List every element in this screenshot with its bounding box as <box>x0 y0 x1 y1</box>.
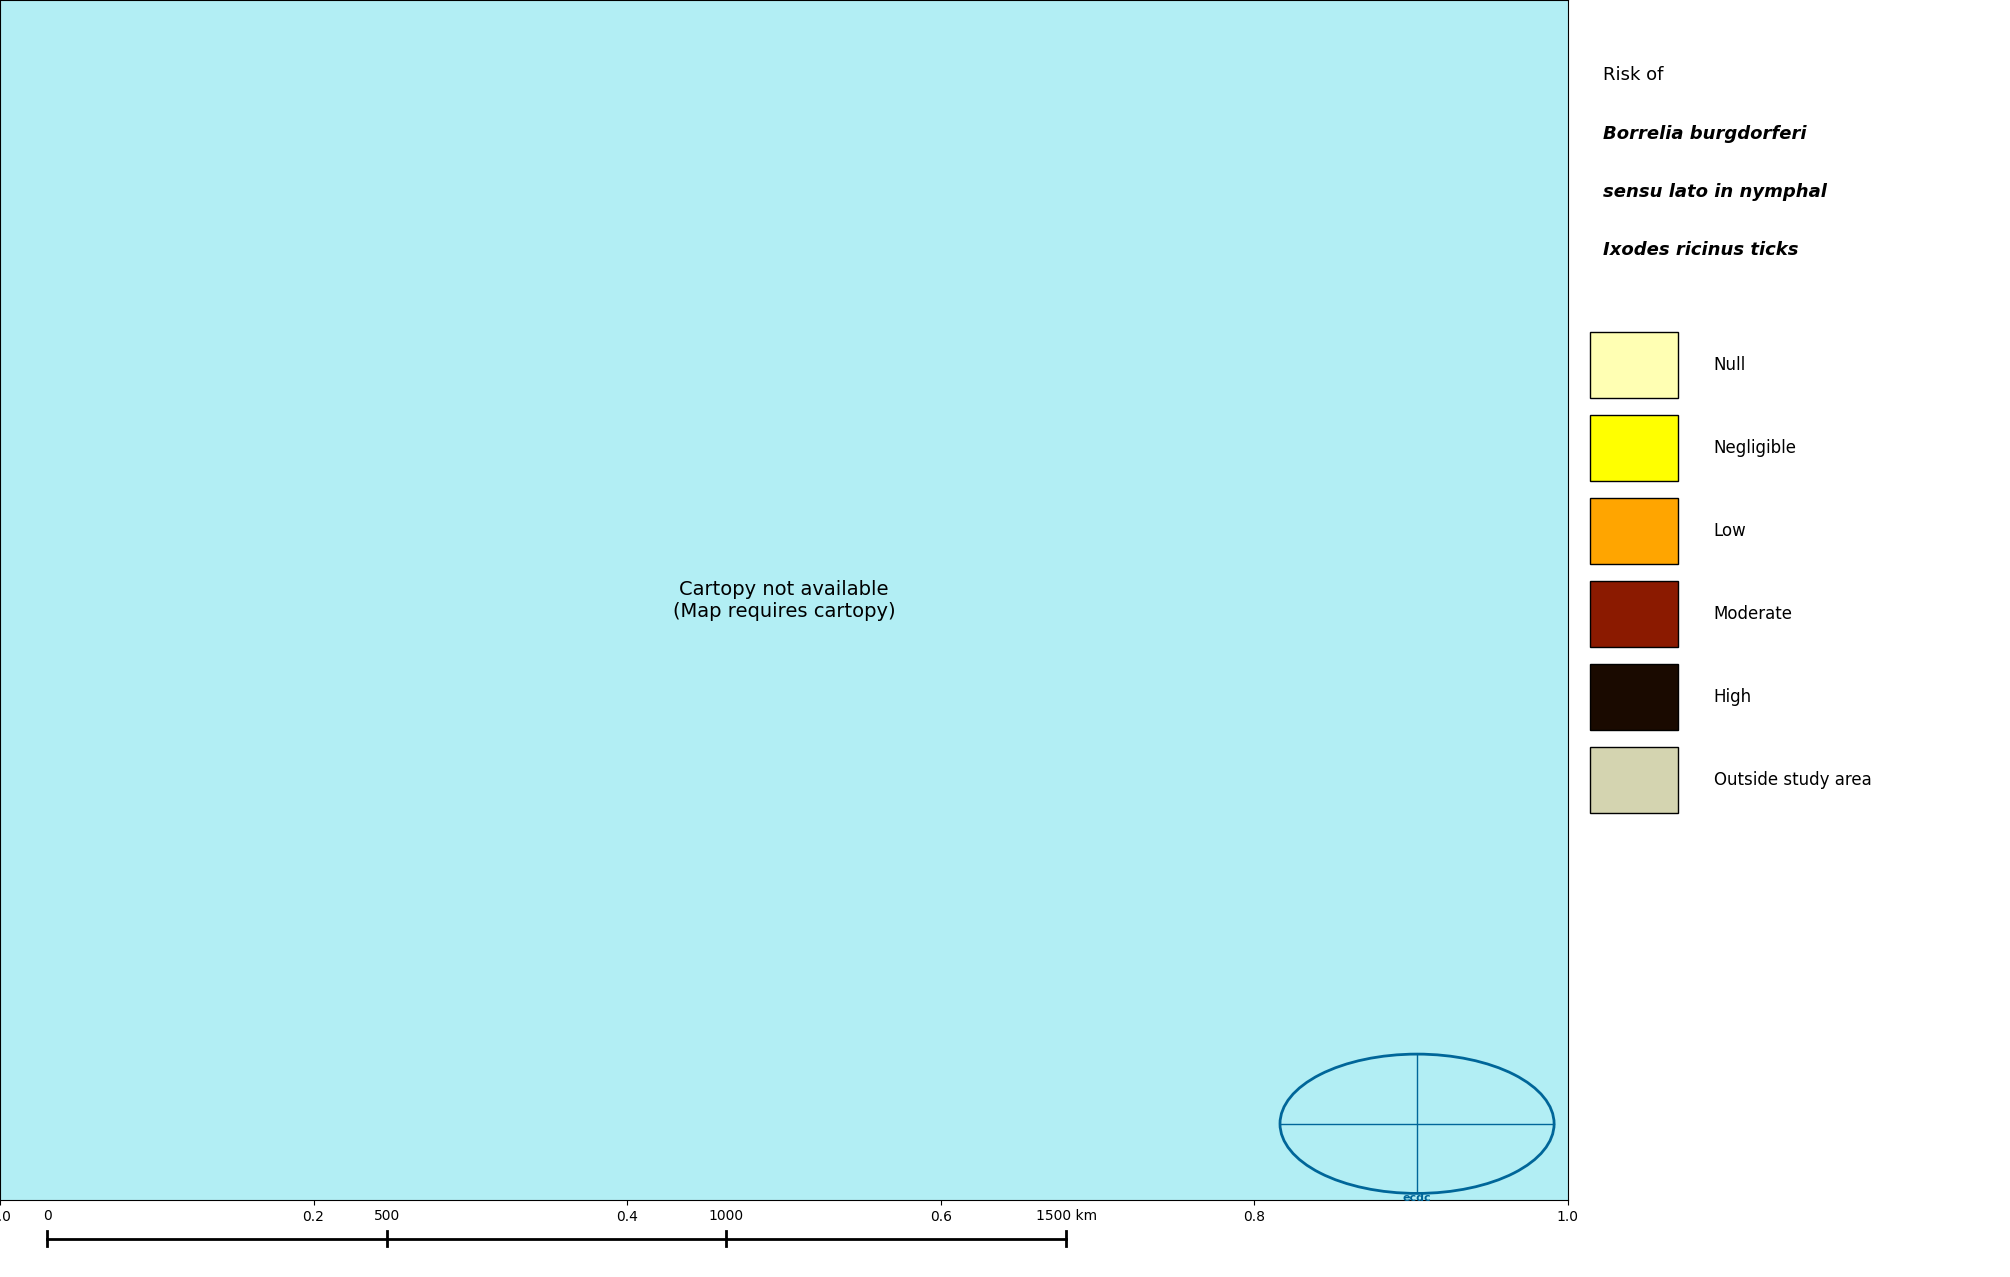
FancyBboxPatch shape <box>1590 664 1678 730</box>
FancyBboxPatch shape <box>1590 498 1678 564</box>
Text: 1500 km: 1500 km <box>1035 1209 1097 1223</box>
Text: 0: 0 <box>42 1209 52 1223</box>
FancyBboxPatch shape <box>1590 415 1678 481</box>
Text: Ixodes ricinus ticks: Ixodes ricinus ticks <box>1604 240 1799 259</box>
Text: 1000: 1000 <box>710 1209 744 1223</box>
Text: 500: 500 <box>374 1209 400 1223</box>
Text: Risk of: Risk of <box>1604 66 1664 84</box>
FancyBboxPatch shape <box>1590 332 1678 398</box>
Text: Outside study area: Outside study area <box>1715 771 1871 789</box>
Text: Negligible: Negligible <box>1715 439 1797 457</box>
Text: ecdc: ecdc <box>1403 1194 1431 1203</box>
Text: Moderate: Moderate <box>1715 605 1793 623</box>
Text: sensu lato in nymphal: sensu lato in nymphal <box>1604 183 1827 200</box>
Text: Low: Low <box>1715 522 1747 540</box>
FancyBboxPatch shape <box>1590 747 1678 813</box>
Text: High: High <box>1715 688 1753 706</box>
FancyBboxPatch shape <box>1590 581 1678 647</box>
Text: Null: Null <box>1715 356 1747 374</box>
Text: Cartopy not available
(Map requires cartopy): Cartopy not available (Map requires cart… <box>673 580 894 621</box>
Text: Borrelia burgdorferi: Borrelia burgdorferi <box>1604 125 1807 143</box>
